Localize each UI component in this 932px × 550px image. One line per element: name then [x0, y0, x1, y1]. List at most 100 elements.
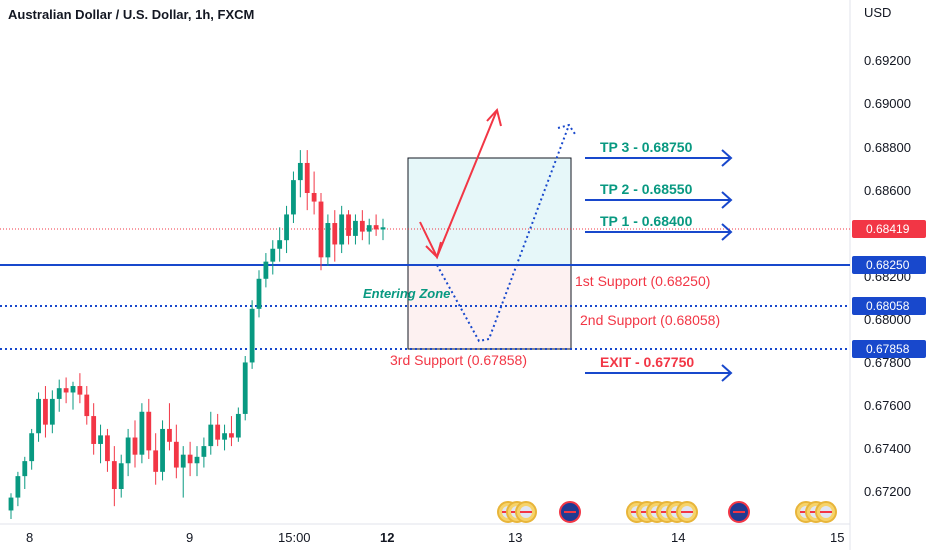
candle-body — [277, 240, 283, 249]
candle-body — [194, 456, 200, 464]
candle-body — [366, 225, 372, 232]
candle-body — [353, 220, 358, 236]
y-tick: 0.68600 — [864, 183, 911, 198]
currency-label: USD — [864, 5, 891, 20]
candle-body — [139, 411, 145, 455]
candle-body — [339, 214, 345, 245]
candle-body — [380, 227, 386, 230]
candle-body — [270, 248, 276, 262]
candle-body — [359, 220, 365, 232]
tp1-label: TP 1 - 0.68400 — [600, 213, 693, 229]
candle-body — [98, 435, 103, 444]
candle-body — [8, 497, 14, 511]
candle-body — [146, 411, 152, 451]
candlestick-series — [8, 150, 386, 520]
candle-body — [105, 435, 110, 462]
candle-body — [70, 386, 76, 393]
chart-title: Australian Dollar / U.S. Dollar, 1h, FXC… — [8, 7, 254, 22]
level-badge-text: 0.68250 — [866, 258, 910, 272]
current-price-badge — [852, 220, 926, 238]
candle-body — [284, 214, 289, 241]
candle-body — [242, 362, 248, 414]
x-tick: 8 — [26, 530, 33, 545]
candle-body — [56, 388, 62, 399]
level-badge — [852, 256, 926, 274]
candle-body — [63, 388, 69, 393]
y-tick: 0.67200 — [864, 484, 911, 499]
candle-body — [153, 450, 159, 472]
candle-body — [291, 180, 296, 215]
aggressive-path-head-1 — [425, 241, 442, 259]
candle-body — [311, 192, 317, 202]
candle-body — [256, 278, 262, 309]
candle-body — [263, 261, 269, 279]
support-2-label: 2nd Support (0.68058) — [580, 312, 720, 328]
candle-body — [187, 454, 193, 464]
us-flag-icon[interactable] — [515, 501, 537, 523]
forecast-paths — [419, 107, 576, 343]
x-tick: 15:00 — [278, 530, 311, 545]
candle-body — [43, 398, 48, 425]
level-badge-text: 0.68058 — [866, 299, 910, 313]
candle-body — [235, 413, 241, 438]
candle-body — [373, 225, 379, 230]
support-3-label: 3rd Support (0.67858) — [390, 352, 527, 368]
x-tick: 12 — [380, 530, 394, 545]
support-1-label: 1st Support (0.68250) — [575, 273, 710, 289]
level-badge — [852, 297, 926, 315]
us-flag-icon[interactable] — [676, 501, 698, 523]
x-tick: 13 — [508, 530, 522, 545]
candle-body — [222, 433, 227, 440]
y-tick: 0.68800 — [864, 140, 911, 155]
y-tick: 0.67800 — [864, 355, 911, 370]
y-tick: 0.69200 — [864, 53, 911, 68]
candle-body — [332, 223, 338, 245]
candle-body — [201, 446, 207, 457]
y-axis: 0.69200 0.69000 0.68800 0.68600 0.68200 … — [864, 53, 911, 499]
candle-body — [346, 214, 351, 236]
tp3-label: TP 3 - 0.68750 — [600, 139, 693, 155]
level-badge — [852, 340, 926, 358]
candle-body — [167, 428, 172, 442]
level-badge-text: 0.67858 — [866, 342, 910, 356]
candle-body — [29, 433, 35, 462]
y-tick: 0.69000 — [864, 96, 911, 111]
candle-body — [304, 162, 310, 193]
candle-body — [22, 461, 28, 477]
candle-body — [249, 308, 255, 363]
tp2-label: TP 2 - 0.68550 — [600, 181, 693, 197]
candle-body — [160, 428, 165, 472]
candle-body — [15, 476, 21, 498]
candle-body — [180, 454, 186, 468]
au-flag-icon[interactable] — [728, 501, 750, 523]
x-tick: 9 — [186, 530, 193, 545]
candle-body — [229, 433, 234, 438]
au-flag-icon[interactable] — [559, 501, 581, 523]
economic-events[interactable] — [497, 501, 837, 523]
conservative-path-head — [557, 123, 576, 135]
candle-body — [111, 461, 117, 489]
candle-body — [36, 398, 41, 434]
candle-body — [91, 416, 97, 444]
entering-zone-label: Entering Zone — [363, 286, 450, 301]
candle-body — [208, 424, 214, 447]
current-price-badge-text: 0.68419 — [866, 222, 910, 236]
conservative-path-arrow[interactable] — [436, 124, 570, 343]
candle-body — [173, 441, 179, 468]
candle-body — [132, 437, 138, 455]
exit-label: EXIT - 0.67750 — [600, 354, 694, 370]
us-flag-icon[interactable] — [815, 501, 837, 523]
candle-body — [49, 398, 55, 425]
targets: TP 3 - 0.68750 TP 2 - 0.68550 TP 1 - 0.6… — [585, 139, 733, 382]
candle-body — [84, 394, 90, 417]
x-tick: 14 — [671, 530, 685, 545]
candle-body — [325, 223, 331, 258]
y-tick: 0.67600 — [864, 398, 911, 413]
candle-body — [118, 463, 124, 489]
candle-body — [77, 386, 83, 395]
candle-body — [215, 424, 221, 440]
x-tick: 15 — [830, 530, 844, 545]
candle-body — [297, 162, 303, 181]
y-tick: 0.68000 — [864, 312, 911, 327]
